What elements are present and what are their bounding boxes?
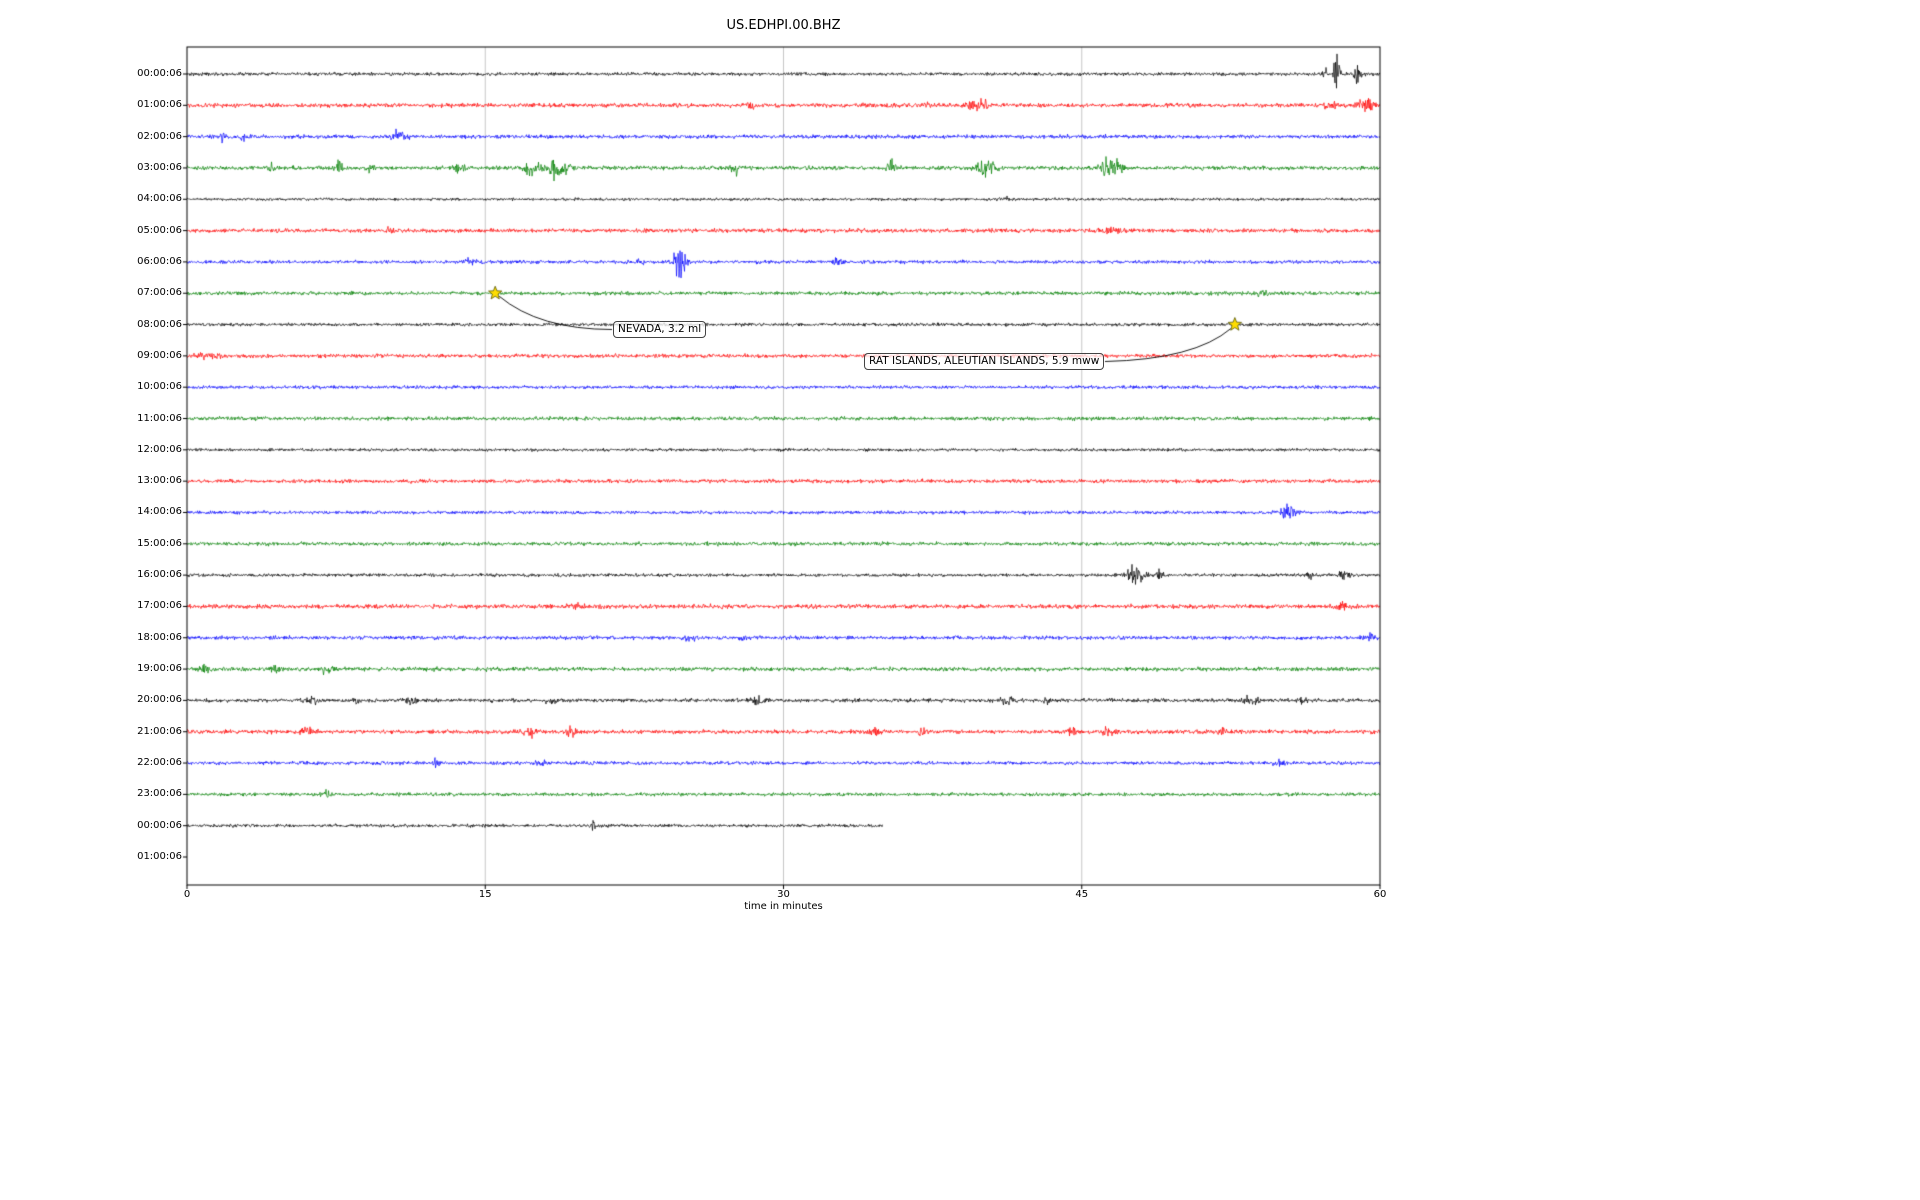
trace-time-label: 19:00:06 <box>137 663 182 675</box>
trace-time-label: 13:00:06 <box>137 475 182 487</box>
trace-time-label: 10:00:06 <box>137 381 182 393</box>
x-tick-label: 15 <box>478 889 492 900</box>
trace-time-label: 06:00:06 <box>137 255 182 267</box>
trace-time-label: 08:00:06 <box>137 318 182 330</box>
event-annotation-rat-islands: RAT ISLANDS, ALEUTIAN ISLANDS, 5.9 mww <box>864 353 1105 370</box>
x-tick-label: 45 <box>1075 889 1089 900</box>
trace-time-label: 12:00:06 <box>137 443 182 455</box>
trace-time-label: 02:00:06 <box>137 130 182 142</box>
trace-time-label: 21:00:06 <box>137 725 182 737</box>
trace-time-label: 11:00:06 <box>137 412 182 424</box>
x-axis-label: time in minutes <box>744 901 823 912</box>
trace-time-label: 09:00:06 <box>137 349 182 361</box>
trace-time-label: 20:00:06 <box>137 694 182 706</box>
trace-time-label: 00:00:06 <box>137 819 182 831</box>
trace-time-label: 18:00:06 <box>137 631 182 643</box>
trace-time-label: 16:00:06 <box>137 569 182 581</box>
trace-time-label: 01:00:06 <box>137 99 182 111</box>
x-tick-label: 30 <box>777 889 790 900</box>
trace-time-label: 05:00:06 <box>137 224 182 236</box>
trace-time-label: 01:00:06 <box>137 851 182 862</box>
trace-time-label: 22:00:06 <box>137 757 182 769</box>
trace-time-label: 14:00:06 <box>137 506 182 518</box>
trace-time-label: 04:00:06 <box>137 193 182 205</box>
trace-time-label: 00:00:06 <box>137 68 182 79</box>
trace-time-label: 23:00:06 <box>137 788 182 800</box>
trace-time-label: 17:00:06 <box>137 600 182 612</box>
event-annotation-nevada: NEVADA, 3.2 ml <box>613 321 707 338</box>
x-tick-label: 60 <box>1373 889 1387 900</box>
trace-time-label: 07:00:06 <box>137 287 182 299</box>
trace-time-label: 15:00:06 <box>137 537 182 549</box>
trace-time-label: 03:00:06 <box>137 161 182 173</box>
x-tick-label: 0 <box>183 889 191 900</box>
